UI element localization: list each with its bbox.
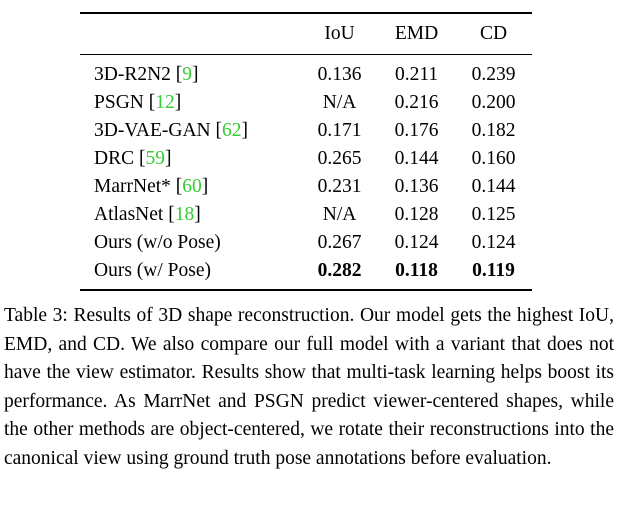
table-row: DRC [59] 0.265 0.144 0.160 xyxy=(80,145,532,173)
method-name: PSGN xyxy=(94,92,144,113)
cd-value: 0.124 xyxy=(471,232,516,253)
emd-value: 0.211 xyxy=(394,64,439,85)
emd-value: 0.216 xyxy=(394,92,439,113)
citation[interactable]: [12] xyxy=(148,92,182,113)
method-cell: AtlasNet [18] xyxy=(80,201,301,229)
method-cell: MarrNet* [60] xyxy=(80,173,301,201)
method-name: 3D-VAE-GAN xyxy=(94,120,211,141)
iou-value: N/A xyxy=(322,204,357,225)
iou-value: 0.265 xyxy=(317,148,362,169)
cd-value: 0.200 xyxy=(471,92,516,113)
iou-value: 0.171 xyxy=(317,120,362,141)
method-name: DRC xyxy=(94,148,135,169)
method-cell: Ours (w/ Pose) xyxy=(80,257,301,290)
table-row: PSGN [12] N/A 0.216 0.200 xyxy=(80,89,532,117)
citation[interactable]: [18] xyxy=(168,204,201,225)
method-cell: DRC [59] xyxy=(80,145,301,173)
method-cell: 3D-R2N2 [9] xyxy=(80,55,301,90)
method-cell: PSGN [12] xyxy=(80,89,301,117)
method-name: MarrNet* xyxy=(94,176,171,197)
citation[interactable]: [60] xyxy=(175,176,209,197)
iou-value: N/A xyxy=(322,92,357,113)
table-row: 3D-VAE-GAN [62] 0.171 0.176 0.182 xyxy=(80,117,532,145)
cd-value: 0.239 xyxy=(471,64,516,85)
citation[interactable]: [59] xyxy=(138,148,172,169)
header-iou: IoU xyxy=(324,23,355,44)
iou-value: 0.136 xyxy=(317,64,362,85)
method-cell: Ours (w/o Pose) xyxy=(80,229,301,257)
table-row-best: Ours (w/ Pose) 0.282 0.118 0.119 xyxy=(80,257,532,290)
method-name: AtlasNet xyxy=(94,204,164,225)
table-caption: Table 3: Results of 3D shape reconstruct… xyxy=(4,305,614,469)
table-row: Ours (w/o Pose) 0.267 0.124 0.124 xyxy=(80,229,532,257)
table-row: 3D-R2N2 [9] 0.136 0.211 0.239 xyxy=(80,55,532,90)
header-emd: EMD xyxy=(394,23,439,44)
iou-value: 0.231 xyxy=(317,176,362,197)
method-name: 3D-R2N2 xyxy=(94,64,171,85)
emd-value: 0.128 xyxy=(394,204,439,225)
cd-value: 0.160 xyxy=(471,148,516,169)
method-name: Ours (w/ Pose) xyxy=(94,260,211,281)
citation[interactable]: [62] xyxy=(215,120,249,141)
header-method xyxy=(80,13,301,55)
emd-value: 0.144 xyxy=(394,148,439,169)
cd-value: 0.144 xyxy=(471,176,516,197)
emd-value-best: 0.118 xyxy=(395,260,438,281)
header-cd: CD xyxy=(479,23,508,44)
table-row: MarrNet* [60] 0.231 0.136 0.144 xyxy=(80,173,532,201)
results-table: IoU EMD CD 3D-R2N2 [9] 0.136 0.211 0.239… xyxy=(80,12,532,291)
table-header-row: IoU EMD CD xyxy=(80,13,532,55)
cd-value: 0.125 xyxy=(471,204,516,225)
cd-value-best: 0.119 xyxy=(472,260,515,281)
citation[interactable]: [9] xyxy=(175,64,199,85)
cd-value: 0.182 xyxy=(471,120,516,141)
method-cell: 3D-VAE-GAN [62] xyxy=(80,117,301,145)
method-name: Ours (w/o Pose) xyxy=(94,232,221,253)
iou-value-best: 0.282 xyxy=(317,260,362,281)
emd-value: 0.124 xyxy=(394,232,439,253)
table-row: AtlasNet [18] N/A 0.128 0.125 xyxy=(80,201,532,229)
emd-value: 0.176 xyxy=(394,120,439,141)
emd-value: 0.136 xyxy=(394,176,439,197)
iou-value: 0.267 xyxy=(317,232,362,253)
